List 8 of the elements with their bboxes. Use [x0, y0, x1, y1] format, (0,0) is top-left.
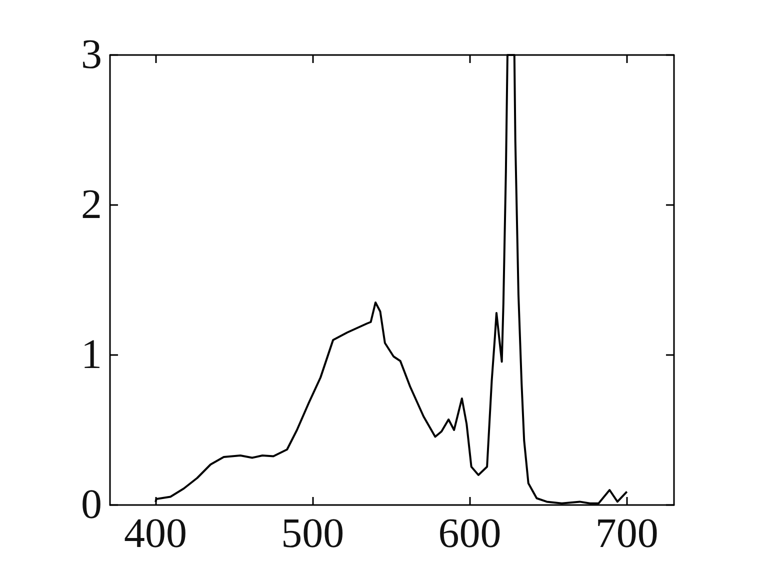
x-tick-label: 600: [438, 511, 502, 557]
y-tick-label: 1: [81, 332, 102, 378]
y-tick-label: 0: [81, 482, 102, 528]
x-tick-label: 700: [595, 511, 658, 557]
x-tick-label: 400: [124, 511, 188, 557]
y-tick-label: 3: [81, 32, 102, 78]
x-tick-label: 500: [281, 511, 344, 557]
y-tick-label: 2: [81, 182, 102, 228]
